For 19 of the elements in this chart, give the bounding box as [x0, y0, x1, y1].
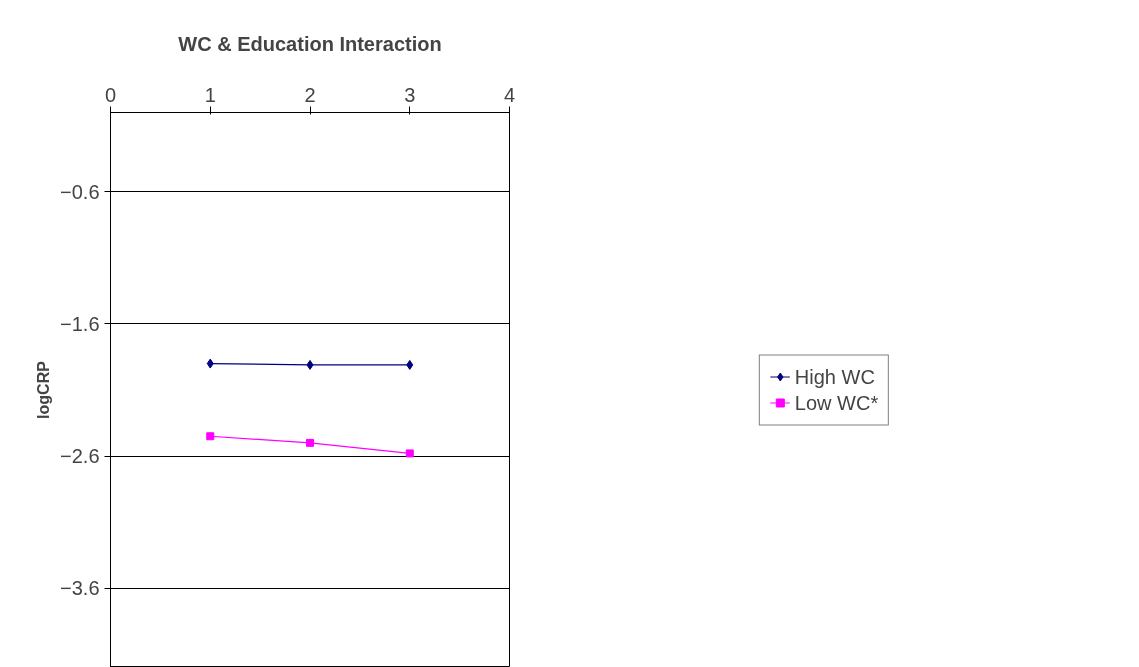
x-tick-label: 4	[503, 83, 516, 106]
y-tick-label: −3.6	[60, 577, 100, 600]
legend-label: High WC	[794, 365, 875, 388]
x-tick-label: 2	[304, 83, 316, 106]
x-tick-label: 3	[404, 83, 416, 106]
point	[306, 438, 314, 447]
x-tick-label: 0	[104, 83, 117, 106]
y-tick-label: −1.6	[60, 312, 100, 335]
y-axis-title: logCRP	[35, 360, 53, 419]
y-tick-label: −0.6	[60, 180, 100, 203]
legend-label: Low WC*	[794, 391, 879, 414]
point	[306, 359, 314, 370]
y-tick-label: −2.6	[60, 445, 100, 468]
point	[406, 359, 414, 370]
x-tick-label: 1	[204, 83, 216, 106]
point	[206, 358, 214, 369]
chart-title: WC & Education Interaction	[178, 32, 442, 55]
point	[405, 449, 414, 458]
point	[206, 432, 215, 441]
